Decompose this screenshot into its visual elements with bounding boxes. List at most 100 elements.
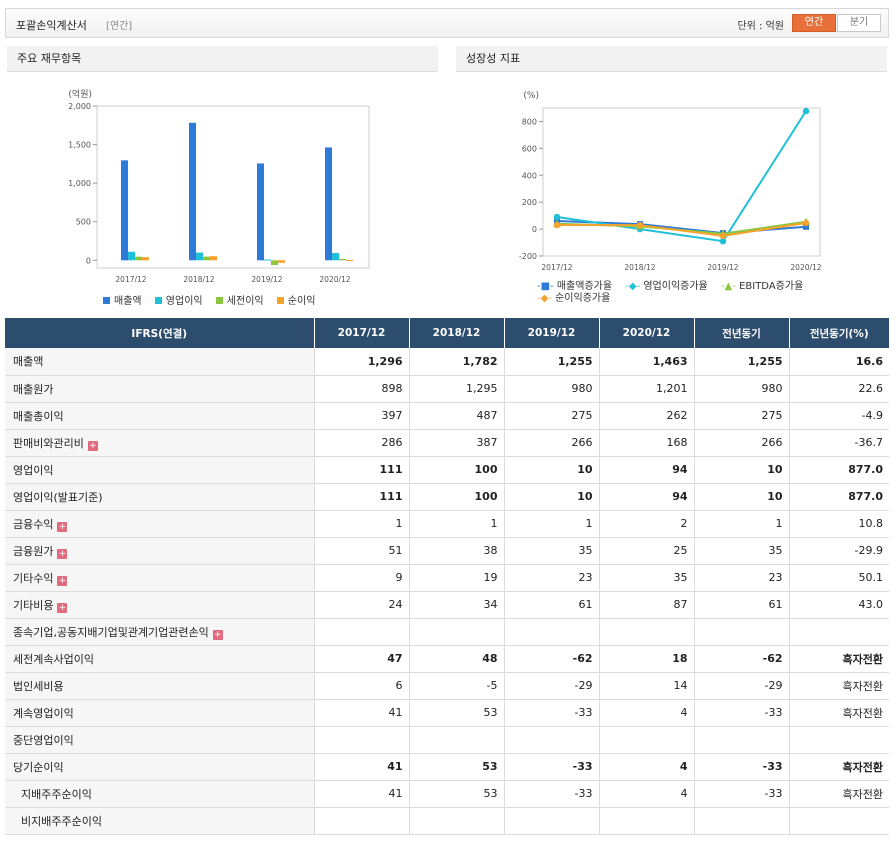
table-row: 판매비와관리비 +286 387 266 168 266 -36.7 xyxy=(5,429,889,457)
legend-item-net-income-growth[interactable]: -◆- 순이익증가율 xyxy=(537,293,611,304)
x-tick-label: 2017/12 xyxy=(541,263,572,272)
table-cell: 4 xyxy=(598,752,694,781)
table-cell: -62 xyxy=(503,644,599,673)
x-tick-label: 2017/12 xyxy=(115,275,146,284)
row-label: 세전계속사업이익 xyxy=(5,644,314,673)
table-row: 금융원가 +51 38 35 25 35 -29.9 xyxy=(5,537,889,565)
statement-header: 포괄손익계산서 [연간] 단위 : 억원 연간 분기 xyxy=(5,8,889,38)
row-label: 중단영업이익 xyxy=(5,726,314,754)
y-tick-label: 500 xyxy=(76,218,91,227)
table-cell: 4 xyxy=(598,780,694,808)
table-cell: 266 xyxy=(503,429,599,457)
expand-plus-icon[interactable]: + xyxy=(57,548,68,559)
expand-plus-icon[interactable]: + xyxy=(57,575,68,586)
table-cell: 10 xyxy=(503,455,599,484)
table-cell: 4 xyxy=(598,699,694,727)
table-cell: 51 xyxy=(313,537,409,565)
legend-item-ebitda-growth[interactable]: -▲- EBITDA증가율 xyxy=(720,281,804,292)
point-3-2 xyxy=(719,232,727,240)
bar-1-0 xyxy=(128,251,135,261)
table-row: 중단영업이익 xyxy=(5,726,889,754)
row-label-text: 판매비와관리비 xyxy=(13,436,84,450)
legend-item-revenue[interactable]: 매출액 xyxy=(103,296,142,307)
legend-item-net-income[interactable]: 순이익 xyxy=(276,296,315,307)
table-row: 종속기업,공동지배기업및관계기업관련손익 + xyxy=(5,617,889,646)
expand-plus-icon[interactable]: + xyxy=(57,521,68,532)
table-cell: 47 xyxy=(313,644,409,673)
y-tick-label: 200 xyxy=(522,198,537,207)
plot-area xyxy=(96,105,370,269)
row-label: 영업이익(발표기준) xyxy=(5,483,314,511)
tab-quarter-button[interactable]: 분기 xyxy=(837,14,881,32)
table-cell: 23 xyxy=(693,564,789,592)
table-row: 기타비용 +24 34 61 87 61 43.0 xyxy=(5,591,889,619)
table-cell: 18 xyxy=(598,644,694,673)
table-cell: 10 xyxy=(693,455,789,484)
table-cell: -5 xyxy=(408,672,504,700)
column-header-period: 2019/12 xyxy=(503,318,599,348)
bar-0-2 xyxy=(257,163,264,261)
table-cell: 16.6 xyxy=(788,348,889,376)
table-cell: 19 xyxy=(408,564,504,592)
table-cell: 1 xyxy=(313,510,409,538)
expand-plus-icon[interactable]: + xyxy=(87,440,98,451)
bar-3-1 xyxy=(210,256,217,261)
table-cell: 10 xyxy=(693,483,789,511)
legend-item-revenue-growth[interactable]: -■- 매출액증가율 xyxy=(537,281,613,292)
x-tick-label: 2018/12 xyxy=(183,275,214,284)
table-cell xyxy=(408,617,504,646)
row-label: 지배주주순이익 xyxy=(5,780,314,808)
table-cell xyxy=(313,807,409,835)
table-row: 영업이익 111 100 10 94 10 877.0 xyxy=(5,455,889,484)
table-cell: 1,295 xyxy=(408,375,504,403)
row-label: 매출원가 xyxy=(5,375,314,403)
table-cell: 1,255 xyxy=(503,348,599,376)
row-label: 비지배주주순이익 xyxy=(5,807,314,835)
row-label-text: 당기순이익 xyxy=(13,760,64,774)
legend-item-operating-income[interactable]: 영업이익 xyxy=(154,296,203,307)
row-label-text: 매출총이익 xyxy=(13,409,64,423)
table-cell: 25 xyxy=(598,537,694,565)
y-axis-unit: (%) xyxy=(523,91,539,101)
table-row: 당기순이익 41 53 -33 4 -33 흑자전환 xyxy=(5,752,889,781)
x-tick-label: 2020/12 xyxy=(790,263,821,272)
table-cell: 35 xyxy=(503,537,599,565)
table-cell: 61 xyxy=(693,591,789,619)
table-cell: 266 xyxy=(693,429,789,457)
legend-item-op-income-growth[interactable]: -◆- 영업이익증가율 xyxy=(625,281,708,292)
table-cell: 10.8 xyxy=(788,510,889,538)
tab-annual-button[interactable]: 연간 xyxy=(792,14,836,32)
key-financials-title: 주요 재무항목 xyxy=(7,46,438,72)
column-header-period: 2018/12 xyxy=(408,318,504,348)
table-cell: 1 xyxy=(503,510,599,538)
table-cell: 10 xyxy=(503,483,599,511)
bar-3-3 xyxy=(346,259,353,261)
table-row: 금융수익 +1 1 1 2 1 10.8 xyxy=(5,510,889,538)
table-cell: 2 xyxy=(598,510,694,538)
expand-plus-icon[interactable]: + xyxy=(57,602,68,613)
row-label: 계속영업이익 xyxy=(5,699,314,727)
point-3-1 xyxy=(636,221,644,229)
table-row: 계속영업이익 41 53 -33 4 -33 흑자전환 xyxy=(5,699,889,727)
table-cell: -33 xyxy=(503,699,599,727)
series-line-3 xyxy=(556,222,807,237)
table-row: 지배주주순이익 41 53 -33 4 -33 흑자전환 xyxy=(5,780,889,808)
table-cell: 1 xyxy=(408,510,504,538)
table-cell xyxy=(313,726,409,754)
table-cell: 168 xyxy=(598,429,694,457)
bar-1-1 xyxy=(196,252,203,261)
table-header-row: IFRS(연결) 2017/12 2018/12 2019/12 2020/12 전년동기… xyxy=(5,318,889,348)
point-3-0 xyxy=(553,221,561,229)
row-label: 매출총이익 xyxy=(5,402,314,430)
table-row: 기타수익 +9 19 23 35 23 50.1 xyxy=(5,564,889,592)
table-cell: 275 xyxy=(693,402,789,430)
table-cell: -29 xyxy=(693,672,789,700)
table-cell xyxy=(408,726,504,754)
expand-plus-icon[interactable]: + xyxy=(212,629,223,640)
row-label: 기타비용 + xyxy=(5,591,314,619)
legend-item-pretax-income[interactable]: 세전이익 xyxy=(215,296,264,307)
column-header-period: 2017/12 xyxy=(313,318,409,348)
period-indicator: [연간] xyxy=(106,21,133,32)
row-label: 종속기업,공동지배기업및관계기업관련손익 + xyxy=(5,617,314,646)
statement-title: 포괄손익계산서 xyxy=(16,19,87,32)
